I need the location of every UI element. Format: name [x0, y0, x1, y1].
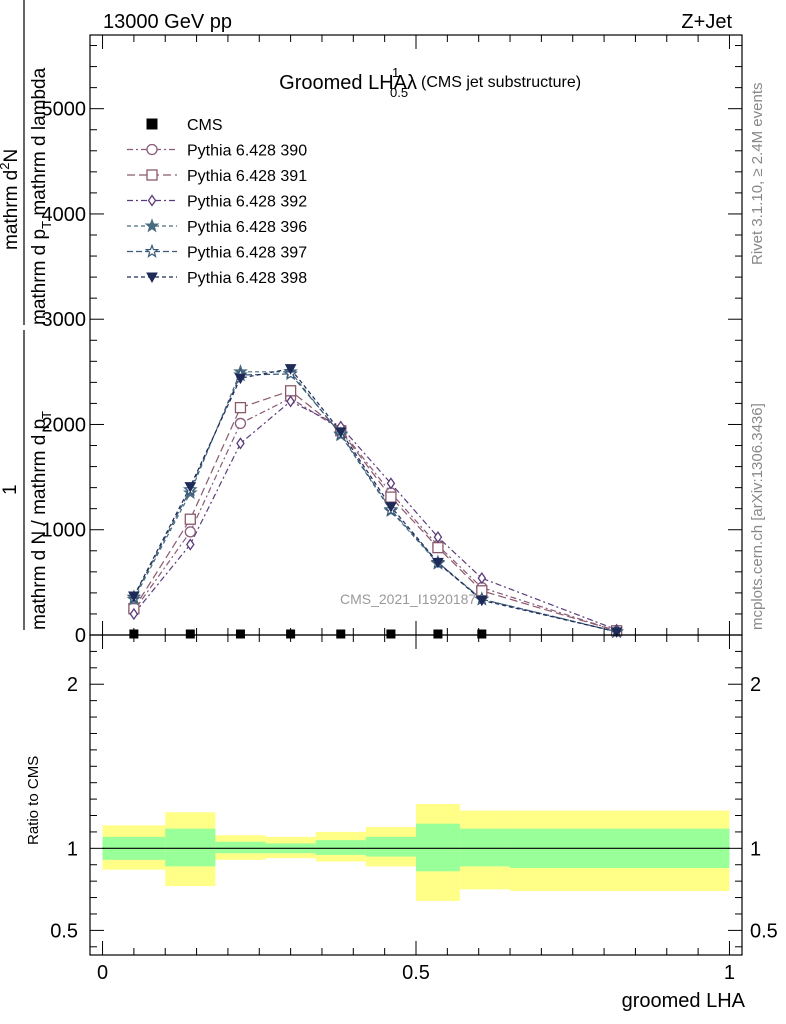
main-ylabel: mathrm d N / mathrm d pT 1 mathrm d pT m…: [0, 0, 54, 630]
ratio-ytick-label: 2: [67, 674, 78, 696]
data-point-s0-2: [234, 417, 247, 430]
xtick-label: 0: [97, 962, 108, 984]
ratio-axis-ticks: 0.5 0.5 1 1 2 2 0 0.5 1: [50, 635, 778, 984]
cms-data-point-7: [477, 629, 487, 639]
main-ytick-label: 0: [75, 625, 86, 647]
main-ytick-label: 5000: [42, 99, 87, 121]
legend-marker-1: [146, 169, 158, 181]
data-point-s5-3: [284, 364, 297, 375]
header-left: 13000 GeV pp: [103, 11, 232, 33]
data-point-s1-5: [385, 491, 397, 503]
cms-data-point-2: [235, 629, 245, 639]
ratio-ytick-label-right: 1: [750, 838, 761, 860]
ylabel-frac-num: 1: [0, 484, 21, 495]
series-line-1: [133, 390, 617, 632]
cms-data-point-5: [386, 629, 396, 639]
cms-data-point-6: [433, 629, 443, 639]
legend-label-cms: CMS: [187, 117, 223, 134]
legend: CMS Pythia 6.428 390 Pythia 6.428 391 Pythi…: [127, 117, 307, 287]
data-point-s5-5: [385, 502, 397, 513]
ratio-band-green-5: [365, 836, 416, 857]
legend-label-5: Pythia 6.428 398: [187, 270, 307, 287]
legend-label-1: Pythia 6.428 391: [187, 168, 307, 185]
xlabel: groomed LHA: [622, 990, 746, 1012]
ratio-ylabel: Ratio to CMS: [25, 756, 42, 845]
legend-marker-cms: [146, 118, 158, 130]
data-point-s5-2: [234, 373, 247, 385]
main-ytick-label: 3000: [42, 309, 87, 331]
main-ytick-label: 1000: [42, 520, 87, 542]
legend-label-3: Pythia 6.428 396: [187, 219, 307, 236]
legend-label-4: Pythia 6.428 397: [187, 245, 307, 262]
data-point-s1-6: [432, 541, 444, 554]
ratio-ytick-label-right: 0.5: [750, 920, 778, 942]
data-point-s5-4: [334, 427, 347, 438]
chart-title-note: (CMS jet substructure): [421, 74, 581, 91]
ratio-bands: [102, 804, 730, 901]
chart-title-sub: 0.5: [390, 85, 408, 100]
data-point-s5-6: [432, 557, 444, 569]
data-point-s2-0: [129, 607, 139, 621]
data-point-s1-2: [234, 401, 247, 414]
data-point-s5-1: [184, 482, 197, 493]
main-series-group: [126, 364, 624, 639]
ylabel-frac-den: mathrm d N / mathrm d pT: [29, 411, 54, 630]
ratio-plot-frame: [89, 634, 743, 956]
ratio-ytick-label: 1: [67, 838, 78, 860]
ratio-band-green-7: [459, 828, 511, 867]
main-ytick-label: 4000: [42, 204, 87, 226]
data-point-s2-3: [286, 395, 295, 408]
main-ytick-label: 2000: [42, 414, 87, 436]
data-point-s2-6: [433, 530, 443, 544]
data-point-s1-3: [284, 385, 297, 397]
legend-marker-4: [144, 243, 160, 258]
main-axis-ticks: 0 1000 2000 3000 4000 5000: [42, 35, 742, 647]
data-point-s2-1: [186, 538, 195, 551]
legend-marker-2: [147, 194, 157, 207]
watermark: CMS_2021_I1920187: [340, 591, 476, 607]
mcplots-label: mcplots.cern.ch [arXiv:1306.3436]: [749, 403, 766, 630]
ratio-band-green-2: [215, 841, 266, 854]
data-point-s2-5: [386, 477, 396, 490]
ratio-ytick-label-right: 2: [750, 674, 761, 696]
header-right: Z+Jet: [681, 11, 732, 33]
data-point-s0-1: [184, 526, 196, 538]
ratio-band-green-4: [315, 840, 366, 855]
data-point-s2-2: [236, 437, 245, 450]
chart-title: Groomed LHAλ: [279, 72, 417, 94]
legend-marker-0: [146, 143, 158, 156]
legend-label-0: Pythia 6.428 390: [187, 143, 307, 160]
data-point-s5-0: [128, 591, 140, 603]
cms-data-point-1: [185, 629, 195, 639]
ratio-band-green-1: [165, 828, 216, 867]
xtick-label: 1: [724, 962, 735, 984]
xtick-label: 0.5: [402, 962, 430, 984]
data-point-s2-7: [477, 572, 487, 585]
data-point-s1-1: [184, 513, 196, 525]
ratio-ytick-label: 0.5: [50, 920, 78, 942]
data-point-s5-8: [610, 627, 623, 638]
data-point-s5-7: [475, 595, 488, 607]
ylabel-den: mathrm d pT mathrm d lambda: [29, 67, 54, 325]
chart-title-sup: 1: [392, 65, 399, 80]
cms-data-point-4: [336, 629, 346, 639]
rivet-label: Rivet 3.1.10, ≥ 2.4M events: [749, 83, 766, 266]
ylabel-num: mathrm d2N: [0, 149, 22, 250]
ratio-band-green-6: [416, 823, 460, 872]
legend-label-2: Pythia 6.428 392: [187, 194, 307, 211]
legend-marker-3: [144, 218, 160, 233]
legend-marker-5: [146, 272, 158, 284]
